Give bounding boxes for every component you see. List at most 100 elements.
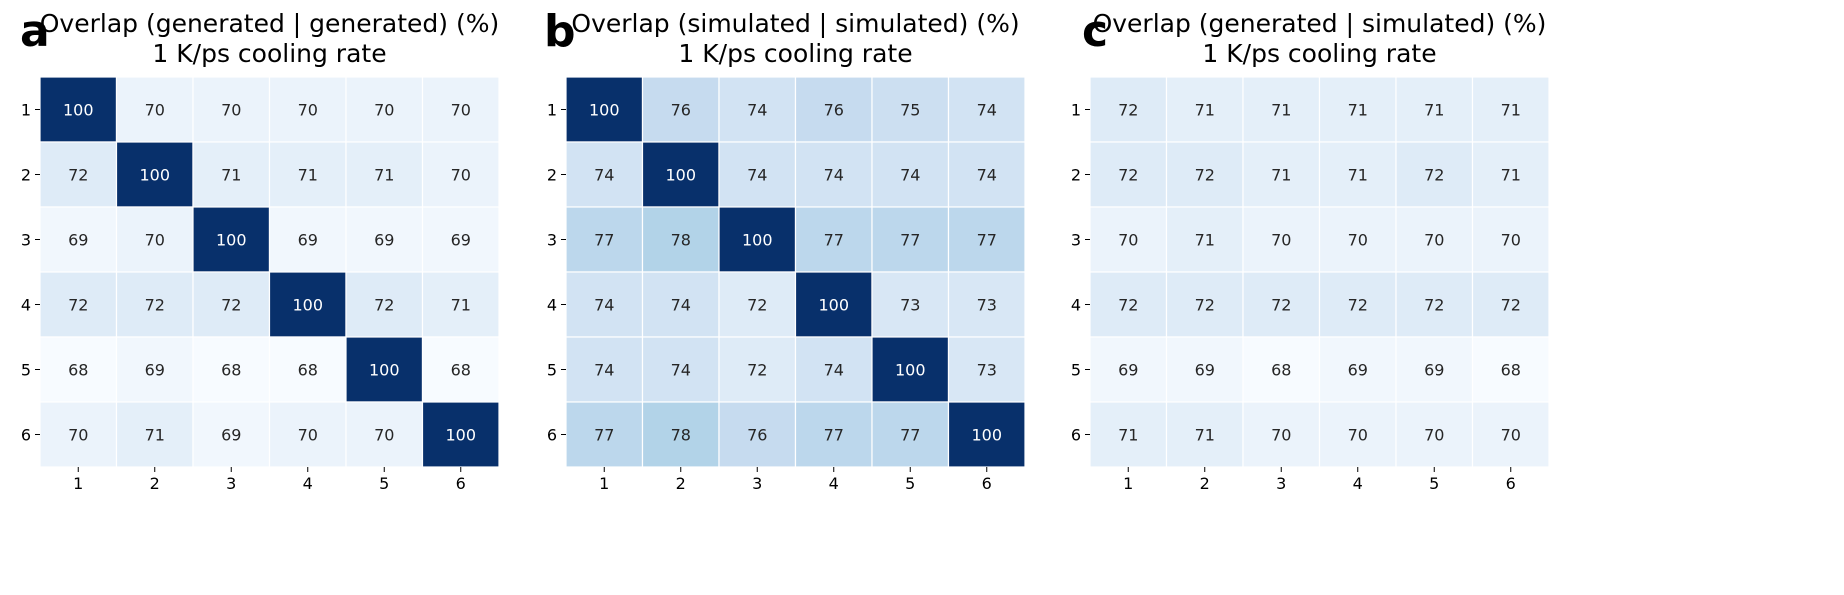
cell-value-label: 73 <box>977 296 997 315</box>
x-tick-label: 3 <box>1276 474 1286 493</box>
cell-value-label: 71 <box>1348 166 1368 185</box>
x-tick-label: 5 <box>905 474 915 493</box>
cell-value-label: 77 <box>900 426 920 445</box>
cell-value-label: 71 <box>1195 231 1215 250</box>
panel-label: b <box>544 6 576 57</box>
y-tick-label: 3 <box>21 231 31 250</box>
y-tick-label: 4 <box>1071 296 1081 315</box>
chart-subtitle: 1 K/ps cooling rate <box>1202 39 1436 68</box>
cell-value-label: 72 <box>68 296 88 315</box>
heatmap-cell <box>115 141 194 208</box>
cell-value-label: 68 <box>451 361 471 380</box>
cell-value-label: 71 <box>1348 101 1368 120</box>
cell-value-label: 69 <box>374 231 394 250</box>
cell-value-label: 72 <box>1424 296 1444 315</box>
heatmap-cell <box>1471 206 1550 273</box>
cell-value-label: 70 <box>451 101 471 120</box>
heatmap-cell <box>794 206 873 273</box>
heatmap-cell <box>641 206 720 273</box>
heatmap-cell <box>192 76 271 143</box>
heatmap-cell <box>192 141 271 208</box>
heatmap-cell <box>947 271 1026 338</box>
cell-value-label: 77 <box>900 231 920 250</box>
x-tick-label: 4 <box>1353 474 1363 493</box>
cell-value-label: 72 <box>1118 166 1138 185</box>
cell-value-label: 100 <box>445 426 476 445</box>
x-tick-label: 6 <box>982 474 992 493</box>
heatmap-cell <box>871 76 950 143</box>
heatmap-cell <box>421 271 500 338</box>
heatmap-cell <box>947 401 1026 468</box>
chart-title: Overlap (generated | simulated) (%) <box>1093 9 1547 38</box>
x-tick-label: 6 <box>456 474 466 493</box>
cell-value-label: 74 <box>824 361 844 380</box>
heatmap-cell <box>718 206 797 273</box>
heatmap-cell <box>421 336 500 403</box>
heatmap-cell <box>1395 271 1474 338</box>
panel-label: a <box>20 6 50 57</box>
cell-value-label: 72 <box>747 361 767 380</box>
cell-value-label: 75 <box>900 101 920 120</box>
cell-value-label: 73 <box>977 361 997 380</box>
heatmap-cell <box>421 206 500 273</box>
y-tick-label: 3 <box>547 231 557 250</box>
heatmap-cell <box>1318 401 1397 468</box>
cell-value-label: 70 <box>374 426 394 445</box>
cell-value-label: 70 <box>1501 231 1521 250</box>
heatmap-cell <box>718 141 797 208</box>
cell-value-label: 72 <box>1118 296 1138 315</box>
cell-value-label: 68 <box>298 361 318 380</box>
cell-value-label: 72 <box>145 296 165 315</box>
x-tick-label: 2 <box>676 474 686 493</box>
cell-value-label: 74 <box>900 166 920 185</box>
cell-value-label: 68 <box>221 361 241 380</box>
heatmap-cell <box>1395 336 1474 403</box>
heatmap-cell <box>268 141 347 208</box>
cell-value-label: 74 <box>671 296 691 315</box>
y-tick-label: 1 <box>547 101 557 120</box>
cell-value-label: 100 <box>895 361 926 380</box>
cell-value-label: 70 <box>1271 426 1291 445</box>
cell-value-label: 72 <box>1424 166 1444 185</box>
y-tick-label: 4 <box>21 296 31 315</box>
cell-value-label: 100 <box>63 101 94 120</box>
cell-value-label: 100 <box>971 426 1002 445</box>
x-tick-label: 2 <box>1200 474 1210 493</box>
heatmap-cell <box>1318 76 1397 143</box>
x-tick-label: 4 <box>303 474 313 493</box>
cell-value-label: 77 <box>824 426 844 445</box>
heatmap-cell <box>871 141 950 208</box>
y-tick-label: 1 <box>1071 101 1081 120</box>
heatmap-cell <box>192 271 271 338</box>
y-tick-label: 1 <box>21 101 31 120</box>
y-tick-label: 5 <box>547 361 557 380</box>
heatmap-cell <box>1395 76 1474 143</box>
y-tick-label: 2 <box>547 166 557 185</box>
x-tick-label: 1 <box>1123 474 1133 493</box>
cell-value-label: 76 <box>824 101 844 120</box>
heatmap-cell <box>39 76 118 143</box>
cell-value-label: 69 <box>68 231 88 250</box>
y-tick-label: 6 <box>547 426 557 445</box>
heatmap-cell <box>115 206 194 273</box>
cell-value-label: 70 <box>68 426 88 445</box>
heatmap-cell <box>192 206 271 273</box>
cell-value-label: 70 <box>1271 231 1291 250</box>
cell-value-label: 71 <box>451 296 471 315</box>
y-tick-label: 5 <box>21 361 31 380</box>
heatmap-cell <box>718 76 797 143</box>
cell-value-label: 78 <box>671 231 691 250</box>
heatmap-cell <box>1165 336 1244 403</box>
panel-label: c <box>1082 6 1108 57</box>
cell-value-label: 74 <box>594 296 614 315</box>
cell-value-label: 100 <box>216 231 247 250</box>
cell-value-label: 74 <box>977 101 997 120</box>
cell-value-label: 70 <box>451 166 471 185</box>
heatmap-cell <box>1395 206 1474 273</box>
heatmap-cell <box>39 336 118 403</box>
cell-value-label: 69 <box>1424 361 1444 380</box>
x-tick-label: 1 <box>73 474 83 493</box>
cell-value-label: 76 <box>671 101 691 120</box>
